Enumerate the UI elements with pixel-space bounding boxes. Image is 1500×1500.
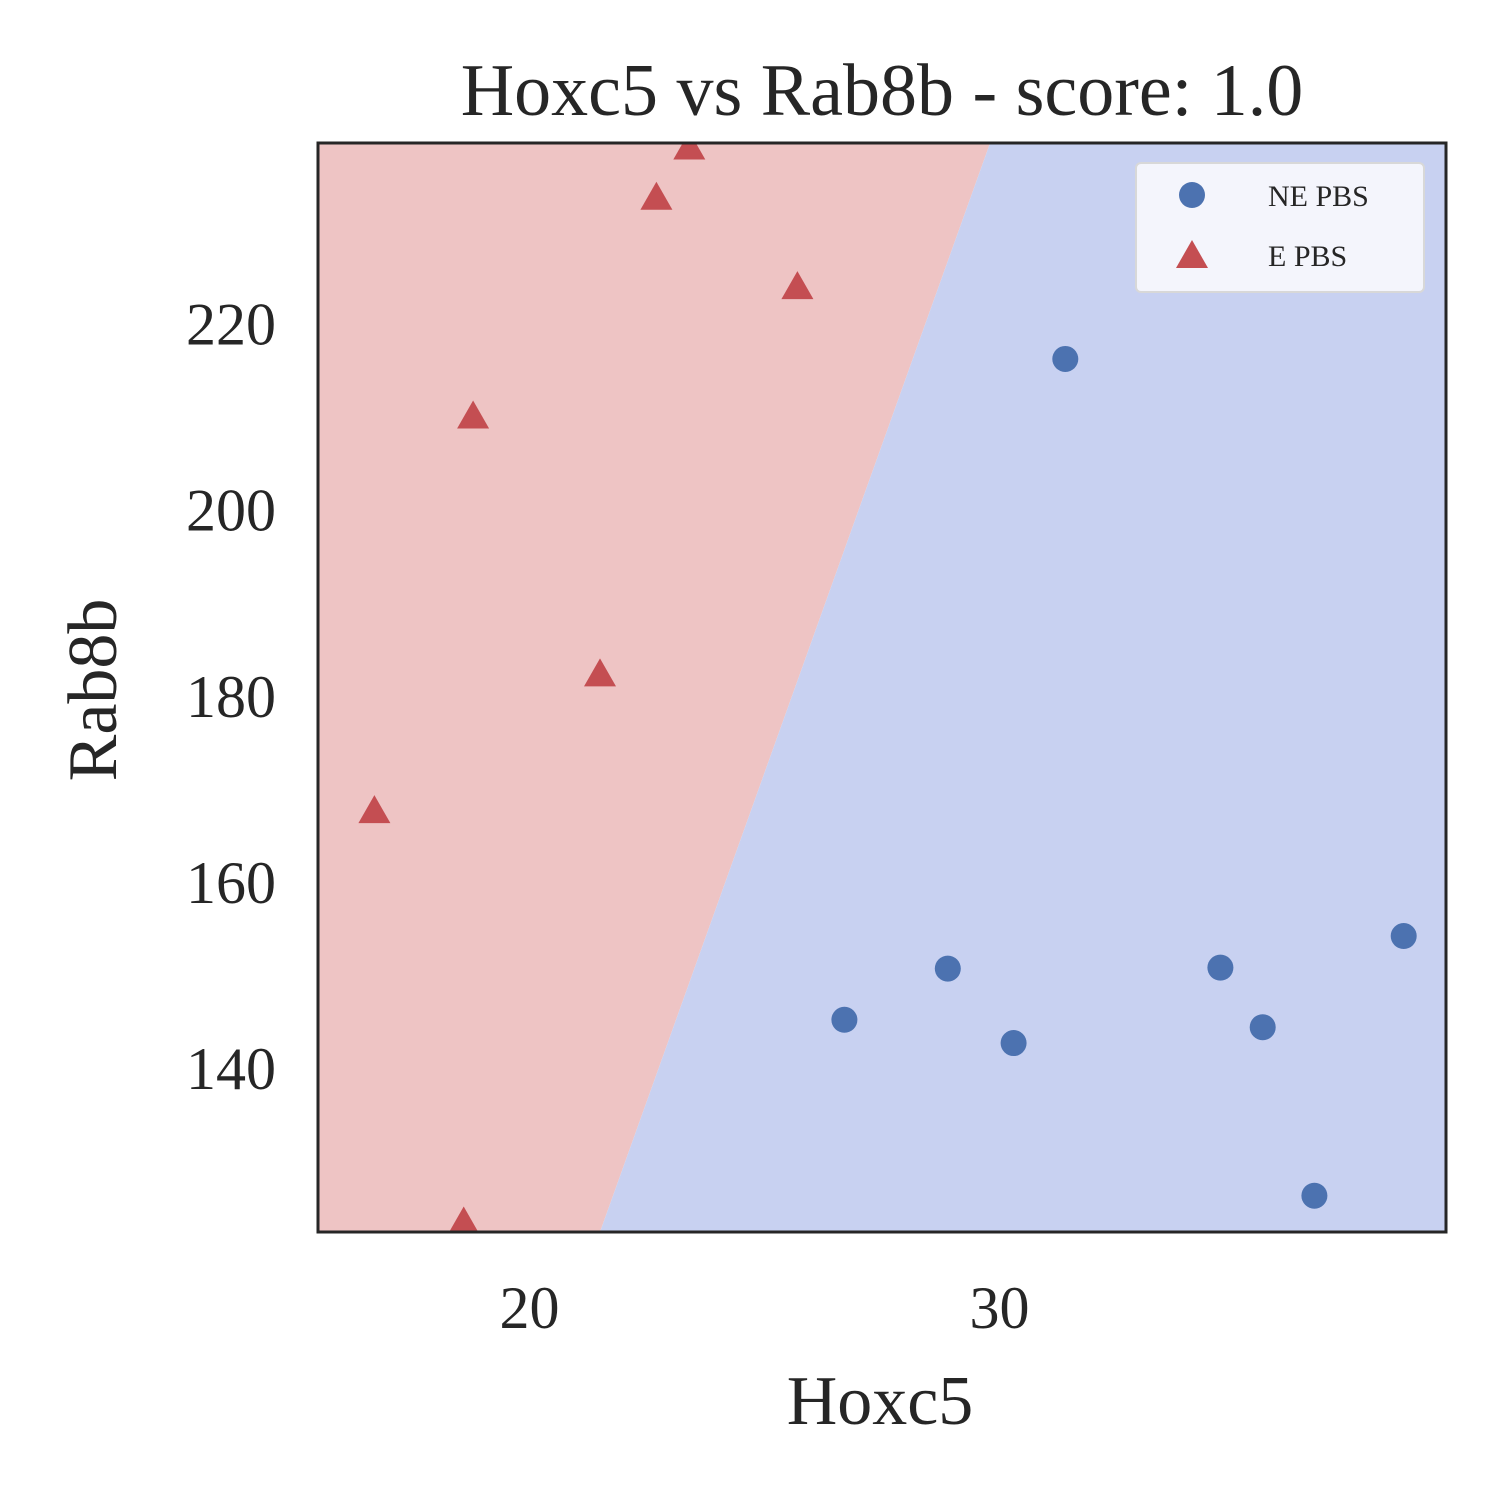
y-tick-label-180: 180 [186,664,276,730]
data-point-ne-pbs-8 [1301,1182,1328,1209]
data-point-e-pbs-4 [457,400,490,429]
plot-frame [316,141,1448,1234]
x-tick-label-20: 20 [500,1275,560,1341]
data-point-ne-pbs-5 [1207,954,1234,981]
data-point-e-pbs-1 [673,143,706,160]
y-tick-label-140: 140 [186,1036,276,1102]
plot-area [318,143,1446,1232]
x-tick-label-30: 30 [970,1275,1030,1341]
points-layer [358,143,1417,1232]
data-point-ne-pbs-7 [1390,923,1417,950]
decision-region-ne-pbs [600,143,1446,1232]
legend-box [1135,162,1425,293]
x-tick-labels: 20 30 [500,1275,1030,1341]
data-point-e-pbs-3 [781,271,814,300]
chart-title: Hoxc5 vs Rab8b - score: 1.0 [461,50,1304,132]
x-axis-label: Hoxc5 [787,1363,974,1440]
data-point-e-pbs-6 [358,795,391,824]
data-point-ne-pbs-3 [831,1006,858,1033]
y-axis-label: Rab8b [55,599,132,782]
data-point-e-pbs-5 [584,658,616,687]
legend-label-e-pbs: E PBS [1268,240,1347,273]
decision-region-e-pbs [318,143,991,1232]
y-tick-labels: 140 160 180 200 220 [186,292,276,1103]
legend: NE PBS E PBS [1135,162,1425,293]
data-point-e-pbs-2 [640,181,673,210]
legend-label-ne-pbs: NE PBS [1268,180,1369,213]
legend-marker-ne-pbs [1179,182,1205,208]
y-tick-label-200: 200 [186,478,276,544]
data-point-e-pbs-7 [449,1206,479,1232]
data-point-ne-pbs-4 [1000,1030,1027,1057]
legend-marker-e-pbs [1176,240,1208,268]
data-point-ne-pbs-1 [1052,345,1079,372]
y-tick-label-160: 160 [186,850,276,916]
data-point-ne-pbs-6 [1249,1014,1276,1041]
y-tick-label-220: 220 [186,292,276,358]
data-point-ne-pbs-2 [934,955,961,982]
